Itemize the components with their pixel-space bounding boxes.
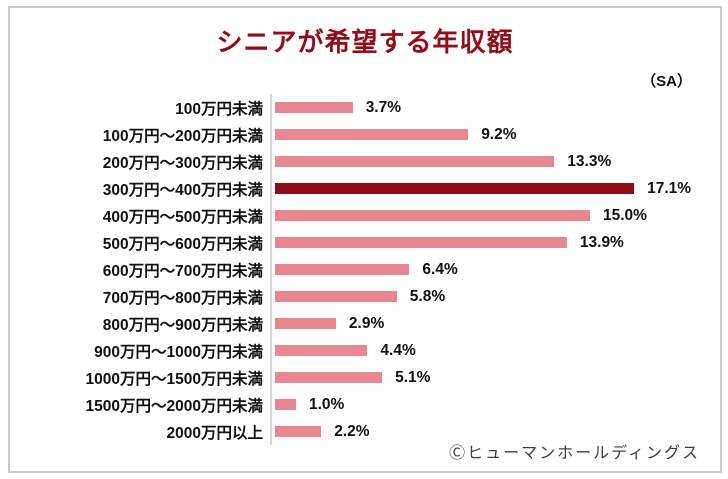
value-label: 4.4%	[380, 341, 416, 359]
plot-area: 15.0%	[270, 202, 720, 229]
category-label: 600万円～700万円未満	[102, 262, 263, 280]
plot-area: 6.4%	[270, 256, 720, 283]
category-label: 1500万円～2000万円未満	[85, 397, 263, 415]
bar	[275, 237, 567, 248]
chart-row: 700万円～800万円未満 5.8%	[10, 283, 720, 310]
value-label: 5.8%	[409, 287, 446, 305]
bar	[275, 210, 590, 221]
chart-row: 800万円～900万円未満 2.9%	[10, 310, 720, 337]
plot-area: 2.2%	[270, 418, 720, 445]
chart-row: 1500万円～2000万円未満 1.0%	[10, 391, 720, 418]
bar	[275, 372, 383, 383]
value-label: 1.0%	[309, 395, 345, 413]
plot-area: 9.2%	[270, 121, 720, 148]
plot-area: 3.7%	[270, 94, 720, 121]
category-label: 2000万円以上	[166, 424, 263, 442]
category-label: 300万円～400万円未満	[102, 181, 263, 199]
category-label: 500万円～600万円未満	[102, 235, 263, 253]
category-label: 200万円～300万円未満	[102, 154, 263, 172]
chart-row: 900万円～1000万円未満 4.4%	[10, 337, 720, 364]
value-label: 6.4%	[422, 260, 458, 278]
chart-row: 2000万円以上 2.2%	[10, 418, 720, 445]
plot-area: 4.4%	[270, 337, 720, 364]
value-label: 2.9%	[348, 314, 385, 332]
chart-title: シニアが希望する年収額	[216, 27, 514, 57]
plot-area: 17.1%	[270, 175, 720, 202]
chart-row: 200万円～300万円未満 13.3%	[10, 148, 720, 175]
chart-row: 400万円～500万円未満 15.0%	[10, 202, 720, 229]
plot-area: 13.9%	[270, 229, 720, 256]
category-label: 100万円未満	[175, 100, 263, 118]
chart-row: 600万円～700万円未満 6.4%	[10, 256, 720, 283]
copyright-credit: Ⓒヒューマンホールディングス	[449, 445, 700, 462]
value-label: 5.1%	[395, 368, 431, 386]
chart-row: 1000万円～1500万円未満 5.1%	[10, 364, 720, 391]
chart-row: 500万円～600万円未満 13.9%	[10, 229, 720, 256]
value-label: 9.2%	[481, 125, 517, 143]
value-label: 2.2%	[334, 422, 370, 440]
bar	[275, 102, 353, 113]
value-label: 15.0%	[603, 206, 647, 224]
bar	[275, 399, 296, 410]
bar	[275, 318, 336, 329]
category-label: 700万円～800万円未満	[102, 289, 263, 307]
bar-chart: 100万円未満 3.7% 100万円～200万円未満 9.2% 200万円～300万円未…	[10, 94, 720, 445]
survey-type-note: （SA）	[641, 73, 692, 90]
value-label: 13.3%	[567, 152, 612, 170]
plot-area: 5.1%	[270, 364, 720, 391]
chart-frame: シニアが希望する年収額 （SA） 100万円未満 3.7% 100万円～200万円未…	[8, 6, 722, 473]
plot-area: 5.8%	[270, 283, 720, 310]
value-label: 3.7%	[365, 98, 402, 116]
bar	[275, 264, 410, 275]
chart-row: 300万円～400万円未満 17.1%	[10, 175, 720, 202]
bar	[275, 426, 322, 437]
bar	[275, 291, 397, 302]
category-label: 400万円～500万円未満	[102, 208, 263, 226]
category-label: 800万円～900万円未満	[102, 316, 263, 334]
chart-row: 100万円～200万円未満 9.2%	[10, 121, 720, 148]
category-label: 100万円～200万円未満	[102, 127, 263, 145]
chart-row: 100万円未満 3.7%	[10, 94, 720, 121]
bar	[275, 156, 555, 167]
value-label: 13.9%	[579, 233, 624, 251]
plot-area: 1.0%	[270, 391, 720, 418]
bar	[275, 129, 469, 140]
category-label: 1000万円～1500万円未満	[85, 370, 263, 388]
category-label: 900万円～1000万円未満	[94, 343, 263, 361]
bar-highlighted	[275, 183, 635, 194]
value-label: 17.1%	[647, 179, 692, 197]
plot-area: 13.3%	[270, 148, 720, 175]
bar	[275, 345, 368, 356]
plot-area: 2.9%	[270, 310, 720, 337]
